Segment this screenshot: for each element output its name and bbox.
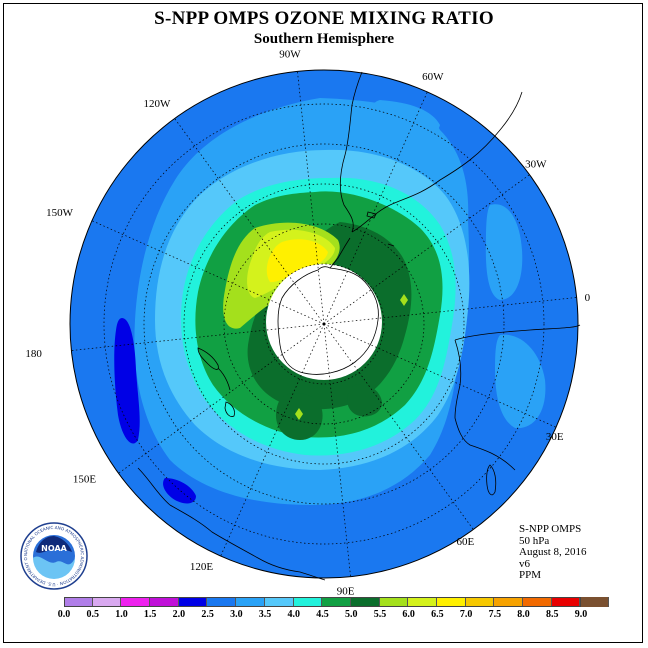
contour-5.0-5.5-dot [295, 408, 303, 420]
latitude-circle [143, 143, 505, 505]
tasmania [224, 401, 235, 417]
australia-coastline [137, 467, 326, 581]
colorbar-tick-label: 8.0 [517, 609, 530, 620]
colorbar-tick-label: 5.5 [373, 609, 387, 620]
colorbar-tick-label: 3.0 [230, 609, 243, 620]
colorbar-tick-label: 7.0 [459, 609, 473, 620]
latitude-circle [183, 183, 465, 465]
colorbar-tick-label: 5.0 [344, 609, 358, 620]
longitude-label: 120E [190, 561, 214, 573]
colorbar-tick-label: 2.5 [201, 609, 214, 620]
longitude-label: 150W [46, 207, 74, 219]
pressure-label: 50 hPa [519, 534, 550, 547]
colorbar-swatch [236, 597, 265, 607]
colorbar-swatch [465, 597, 495, 607]
colorbar-tick-label: 7.5 [488, 609, 502, 620]
south-georgia [387, 243, 395, 247]
units-label: PPM [519, 569, 542, 582]
longitude-label: 150E [73, 474, 97, 486]
longitude-label: 90E [337, 586, 355, 598]
longitude-label: 90W [279, 48, 301, 60]
colorbar-swatch [92, 597, 122, 607]
colorbar-swatch [322, 597, 351, 607]
ozone-field [70, 70, 578, 578]
date-label: August 8, 2016 [519, 546, 587, 559]
madagascar [486, 464, 497, 496]
map-boundary [69, 69, 579, 579]
africa-coastline [454, 324, 581, 471]
colorbar-tick-label: 0.5 [86, 609, 99, 620]
graticule [71, 71, 577, 577]
colorbar-ticks: 0.0 0.5 1.0 1.5 2.0 2.5 3.0 3.5 4.0 4.5 5.0 5.5 6.0 6… [58, 609, 588, 621]
colorbar-tick-label: 2.0 [172, 609, 186, 620]
colorbar-swatch [350, 597, 380, 607]
south-pole [322, 322, 326, 326]
colorbar-swatch [523, 597, 552, 607]
colorbar-swatch [293, 597, 323, 607]
colorbar-swatch [494, 597, 523, 607]
longitude-label: 180 [25, 348, 42, 360]
latitude-circle [103, 103, 545, 545]
colorbar-swatch [408, 597, 437, 607]
colorbar-swatch [178, 597, 208, 607]
colorbar-tick-label: 0.0 [57, 609, 71, 620]
latitude-circle [263, 263, 385, 385]
instrument-label: S-NPP OMPS [519, 523, 582, 535]
coastlines [137, 71, 581, 581]
contour-2.5-3.0-patch [495, 334, 546, 429]
logo-text: NOAA [41, 544, 67, 553]
colorbar-swatch [207, 597, 237, 607]
colorbar-tick-label: 6.0 [402, 609, 415, 620]
colorbar [64, 597, 610, 607]
longitude-labels: 90W 60W 30W 0 30E 60E 90E 120E 150E 180 150W 120W [25, 48, 590, 597]
contour-6.0-6.5 [266, 239, 328, 283]
new-zealand [197, 347, 231, 391]
contour-5.0-5.5-dot [400, 294, 408, 306]
page-title: S-NPP OMPS OZONE MIXING RATIO [154, 8, 494, 29]
colorbar-tick-label: 6.5 [431, 609, 444, 620]
longitude-label: 30E [546, 431, 564, 443]
colorbar-tick-label: 9.0 [574, 609, 588, 620]
longitude-label: 60E [457, 536, 475, 548]
contour-2.5-3.0-patch [369, 100, 440, 137]
colorbar-swatch [121, 597, 151, 607]
contour-1.5-2.0 [114, 318, 140, 444]
longitude-label: 120W [144, 98, 172, 110]
noaa-logo: NATIONAL OCEANIC AND ATMOSPHERIC ADMINIS… [20, 522, 88, 590]
colorbar-tick-label: 8.5 [546, 609, 559, 620]
polar-night-no-data [266, 264, 382, 380]
longitude-label: 30W [525, 159, 547, 171]
colorbar-swatch [379, 597, 409, 607]
page-subtitle: Southern Hemisphere [253, 31, 395, 47]
colorbar-tick-label: 1.0 [115, 609, 128, 620]
logo-wave [33, 556, 75, 579]
colorbar-swatch [551, 597, 581, 607]
colorbar-tick-label: 4.5 [316, 609, 329, 620]
colorbar-swatch [436, 597, 466, 607]
longitude-label: 60W [422, 71, 444, 83]
colorbar-swatch [580, 597, 610, 607]
logo-bird [36, 536, 72, 553]
colorbar-tick-label: 4.0 [287, 609, 301, 620]
south-america-coastline [339, 71, 523, 233]
colorbar-tick-label: 3.5 [258, 609, 272, 620]
colorbar-swatch [64, 597, 93, 607]
colorbar-swatch [264, 597, 294, 607]
antarctica-coastline [277, 266, 379, 375]
longitude-label: 0 [585, 292, 591, 304]
info-block: S-NPP OMPS 50 hPa August 8, 2016 v6 PPM [519, 523, 587, 582]
colorbar-swatch [150, 597, 179, 607]
colorbar-tick-label: 1.5 [143, 609, 157, 620]
contour-2.5-3.0-patch [485, 204, 523, 300]
latitude-circle [223, 223, 425, 425]
antarctic-peninsula [329, 237, 351, 269]
version-label: v6 [519, 557, 530, 570]
